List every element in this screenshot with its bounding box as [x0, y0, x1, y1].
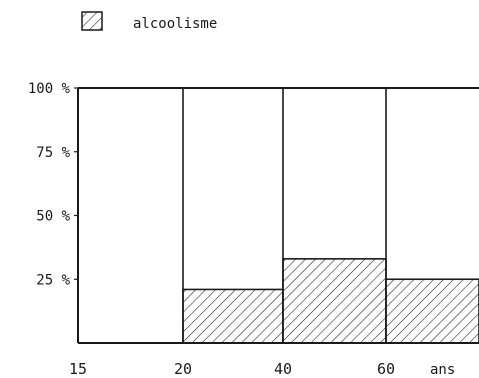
x-tick-label: 40: [274, 360, 292, 378]
legend: alcoolisme: [81, 11, 217, 32]
x-tick-label: 15: [69, 360, 87, 378]
x-axis: 15 20 40 60 ans: [69, 360, 455, 378]
plot-frame: [77, 87, 479, 344]
legend-swatch: [81, 11, 103, 31]
x-tick-label: 60: [377, 360, 395, 378]
bars: [182, 258, 479, 344]
x-unit-label: ans: [430, 362, 455, 378]
y-axis: 25 % 50 % 75 % 100 %: [28, 81, 78, 288]
bar-2: [282, 258, 387, 344]
y-tick-label: 75 %: [36, 145, 70, 161]
x-tick-label: 20: [174, 360, 192, 378]
legend-label: alcoolisme: [133, 16, 217, 32]
bar-1: [182, 288, 284, 344]
y-tick-label: 100 %: [28, 81, 71, 97]
y-tick-label: 50 %: [36, 209, 70, 225]
y-tick-label: 25 %: [36, 272, 70, 288]
bar-3: [385, 278, 479, 344]
